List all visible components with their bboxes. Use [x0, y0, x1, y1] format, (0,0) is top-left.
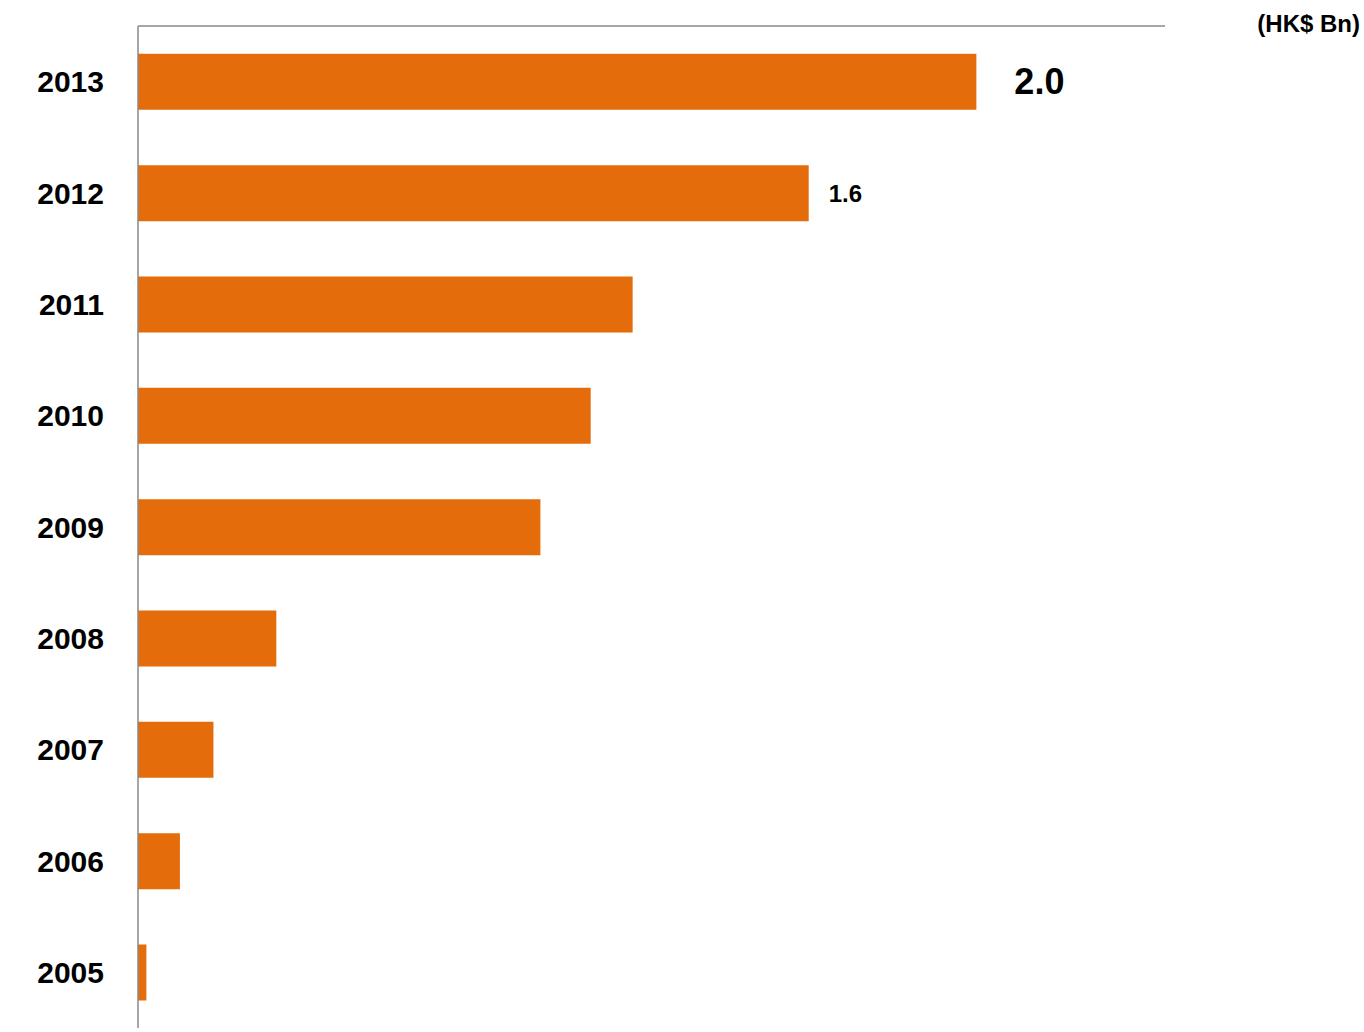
svg-text:2006: 2006 [37, 845, 104, 878]
svg-text:2009: 2009 [37, 511, 104, 544]
svg-text:2007: 2007 [37, 733, 104, 766]
svg-text:2010: 2010 [37, 399, 104, 432]
svg-text:2012: 2012 [37, 177, 104, 210]
html-text:(HK$ Bn): (HK$ Bn) [1257, 10, 1360, 37]
svg-text:2008: 2008 [37, 622, 104, 655]
svg-text:2013: 2013 [37, 65, 104, 98]
svg-text:2.0: 2.0 [1014, 61, 1064, 102]
svg-text:2005: 2005 [37, 956, 104, 989]
svg-text:2011: 2011 [39, 288, 104, 321]
svg-text:1.6: 1.6 [829, 180, 862, 207]
